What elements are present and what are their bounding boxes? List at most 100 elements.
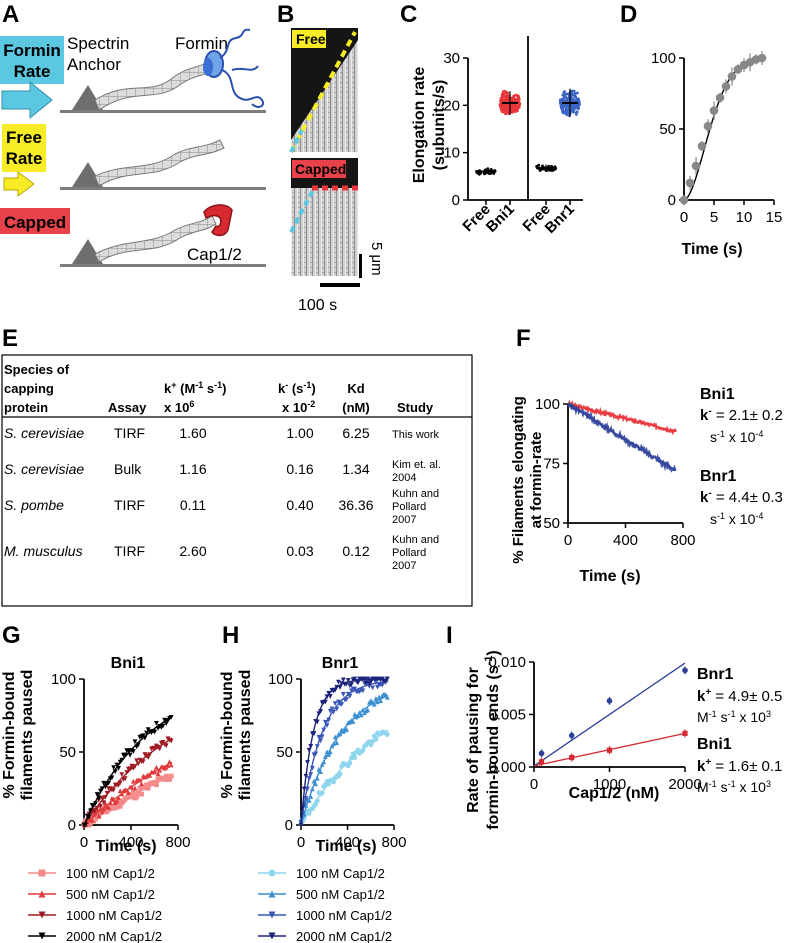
panel-b-kymographs: Free Capped 5 μm 100 s — [289, 28, 385, 314]
table-row: S. cerevisiae Bulk 1.16 0.16 1.34 Kim et. al.… — [4, 459, 441, 484]
point — [355, 680, 361, 686]
point — [352, 686, 358, 692]
point — [167, 777, 172, 782]
i-point — [538, 759, 545, 765]
c-point — [564, 112, 568, 115]
i-annot-bnr1-k: k+ = 4.9± 0.5 — [697, 687, 782, 705]
i-annot-bni1-unit: M-1 s-1 x 103 — [697, 779, 771, 795]
i-annot-bni1-k: k+ = 1.6± 0.1 — [697, 757, 782, 775]
c-point — [505, 96, 509, 100]
point — [339, 701, 345, 707]
c-point — [502, 106, 506, 110]
d-point — [709, 106, 719, 115]
table-row: S. cerevisiae TIRF 1.60 1.00 6.25 This work — [4, 425, 440, 441]
table-row: S. pombe TIRF 0.11 0.40 36.36 Kuhn andPollard… — [4, 488, 439, 526]
d-point — [679, 195, 689, 205]
i-x-tick-label: 0 — [530, 776, 538, 793]
point — [106, 805, 112, 810]
point — [134, 794, 140, 800]
f-y-tick-label: 50 — [543, 515, 560, 532]
i-annot-bnr1-name: Bnr1 — [697, 666, 734, 683]
free-rate-box — [2, 124, 46, 172]
d-point — [691, 161, 701, 171]
spectrin-anchor-icon — [72, 162, 103, 187]
point — [340, 677, 346, 683]
point — [89, 817, 95, 823]
i-xlabel: Cap1/2 (nM) — [569, 785, 660, 802]
point — [168, 762, 174, 768]
point — [114, 805, 120, 810]
c-y-tick-label: 0 — [452, 192, 460, 209]
c-point — [567, 105, 571, 109]
capping-protein-icon — [203, 204, 233, 237]
point — [129, 794, 135, 800]
fit-line — [83, 716, 173, 826]
free-rate-arrow-icon — [3, 171, 35, 197]
c-point — [572, 108, 576, 111]
panel-g-chart: Bni1 % Formin-bound filaments paused Tim… — [1, 655, 191, 855]
point — [114, 762, 120, 768]
point — [111, 765, 117, 771]
free-tag-text: Free — [296, 31, 326, 47]
legend-label: 2000 nM Cap1/2 — [296, 929, 392, 943]
c-point — [566, 92, 569, 96]
point — [155, 771, 161, 777]
d-point — [727, 72, 737, 81]
point — [329, 706, 335, 712]
c-ylabel-2: (subunits/s) — [431, 80, 448, 171]
legend-marker — [38, 869, 46, 877]
g-y-tick-label: 50 — [59, 744, 76, 761]
c-point — [563, 90, 566, 93]
c-point — [515, 108, 519, 112]
point — [157, 767, 163, 773]
point — [360, 688, 366, 694]
g-y-tick-label: 0 — [68, 817, 76, 834]
panel-h-chart: Bnr1 % Formin-bound filaments paused Tim… — [219, 655, 407, 855]
point — [153, 764, 159, 770]
point — [144, 730, 149, 736]
th-species-3: protein — [4, 400, 48, 415]
point — [379, 682, 385, 688]
h-y-tick-label: 100 — [268, 671, 293, 688]
panel-label-h: H — [222, 622, 239, 649]
d-point — [703, 121, 713, 131]
cell-species: S. cerevisiae — [4, 425, 84, 441]
c-point — [535, 165, 539, 168]
th-species-1: Species of — [4, 362, 70, 377]
d-point — [697, 141, 707, 151]
capped-label: Capped — [4, 213, 66, 232]
free-rate-label-2: Rate — [6, 149, 43, 168]
c-point — [504, 112, 507, 116]
f-x-tick-label: 800 — [670, 532, 695, 549]
f-ylabel-2: at formin-rate — [528, 432, 545, 529]
actin-filament-2 — [94, 139, 225, 187]
f-trace-bnr1 — [567, 402, 677, 473]
panel-e-table: Species of capping protein Assay k+ (M-1… — [1, 354, 473, 607]
point — [373, 680, 379, 685]
c-y-tick-label: 10 — [443, 145, 460, 162]
legend-marker — [268, 911, 276, 919]
capped-trace-cyan — [289, 189, 315, 233]
legend-label: 100 nM Cap1/2 — [296, 866, 385, 881]
g-ylabel-1: % Formin-bound — [1, 671, 18, 798]
panel-a-schematic: Formin Rate Free Rate Capped Spectrin An… — [0, 28, 266, 267]
c-point — [511, 108, 514, 112]
c-y-tick-label: 20 — [443, 97, 460, 114]
c-point — [576, 99, 580, 102]
cell-kd: 0.12 — [342, 543, 369, 559]
spectrin-anchor-icon — [72, 239, 103, 264]
i-y-tick-label: 0.000 — [488, 759, 526, 776]
fit-line — [300, 678, 389, 826]
point — [130, 749, 136, 754]
cell-species: S. cerevisiae — [4, 461, 84, 477]
point — [132, 739, 138, 745]
c-point — [517, 105, 521, 108]
legend-label: 1000 nM Cap1/2 — [66, 908, 162, 923]
h-x-tick-label: 400 — [335, 834, 360, 851]
point — [334, 740, 340, 746]
d-x-tick-label: 0 — [680, 209, 688, 226]
c-point — [574, 95, 577, 99]
point — [349, 682, 354, 687]
f-y-tick-label: 100 — [535, 396, 560, 413]
scale-bar-horizontal — [320, 283, 360, 287]
